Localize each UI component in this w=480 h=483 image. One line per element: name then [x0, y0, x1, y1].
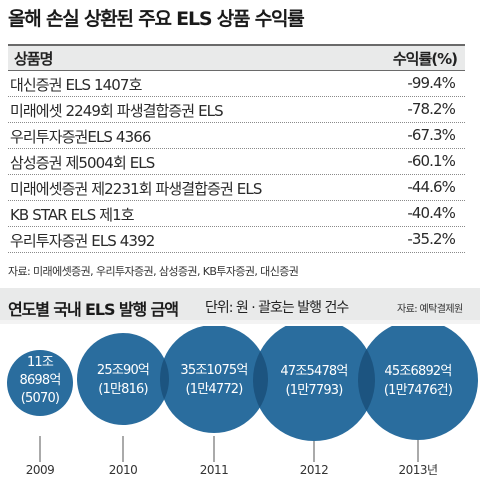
year-label: 2012: [300, 463, 329, 477]
product-name: 우리투자증권 ELS 4392: [10, 232, 155, 250]
product-return: -67.3%: [407, 126, 456, 144]
product-name: 미래에셋증권 제2231회 파생결합증권 ELS: [10, 180, 262, 198]
chart-source: 자료: 예탁결제원: [397, 304, 463, 315]
column-header-name: 상품명: [14, 50, 53, 68]
table-row: 삼성증권 제5004회 ELS -60.1%: [8, 149, 465, 175]
bubble-count-label: (1만816): [98, 382, 148, 397]
section-title: 연도별 국내 ELS 발행 금액: [8, 300, 179, 319]
product-name: 우리투자증권ELS 4366: [10, 128, 151, 146]
table-row: 우리투자증권 ELS 4392 -35.2%: [8, 227, 465, 253]
table-row: 미래에셋증권 제2231회 파생결합증권 ELS -44.6%: [8, 175, 465, 201]
product-return: -35.2%: [407, 230, 456, 248]
issuance-bubble-chart: 11조 8698억 (5070) 2009 25조90억 (1만816) 2010 35조10…: [7, 326, 478, 477]
bubble-2009: [7, 350, 73, 416]
els-return-table: 상품명 수익률(%) 대신증권 ELS 1407호 -99.4% 미래에셋 22…: [8, 44, 465, 253]
unit-note: 단위: 원 · 괄호는 발행 건수: [205, 300, 349, 316]
bubble-amount-label: 8698억: [19, 373, 60, 388]
year-label: 2010: [109, 463, 138, 477]
product-name: 삼성증권 제5004회 ELS: [10, 154, 155, 172]
product-name: 대신증권 ELS 1407호: [10, 76, 142, 94]
table-header: 상품명 수익률(%): [8, 44, 465, 71]
table-source: 자료: 미래에셋증권, 우리투자증권, 삼성증권, KB투자증권, 대신증권: [8, 265, 299, 278]
section-divider: [0, 320, 480, 324]
bubble-2011: [160, 326, 268, 433]
bubble-count-label: (5070): [21, 391, 59, 406]
section-header-band: [0, 288, 480, 320]
product-return: -99.4%: [407, 74, 456, 92]
bubble-2012: [253, 326, 375, 441]
bubble-count-label: (1만7476건): [384, 383, 452, 398]
bubble-count-label: (1만4772): [185, 382, 242, 397]
table-row: 미래에셋 2249회 파생결합증권 ELS -78.2%: [8, 97, 465, 123]
bubble-amount-label: 35조1075억: [180, 363, 247, 378]
bubble-amount-label: 11조: [27, 355, 54, 370]
year-label: 2013년: [398, 463, 437, 477]
page-title: 올해 손실 상환된 주요 ELS 상품 수익률: [8, 8, 305, 30]
product-return: -78.2%: [407, 100, 456, 118]
product-name: 미래에셋 2249회 파생결합증권 ELS: [10, 102, 224, 120]
product-return: -60.1%: [407, 152, 456, 170]
table-row: 대신증권 ELS 1407호 -99.4%: [8, 71, 465, 97]
bubble-2013년: [358, 326, 478, 440]
bubble-amount-label: 45조6892억: [384, 364, 451, 379]
column-header-rate: 수익률(%): [392, 50, 458, 68]
bubble-amount-label: 25조90억: [97, 363, 149, 378]
product-return: -40.4%: [407, 204, 456, 222]
year-label: 2009: [26, 463, 55, 477]
year-label: 2011: [200, 463, 229, 477]
bubble-2010: [77, 333, 169, 425]
table-row: KB STAR ELS 제1호 -40.4%: [8, 201, 465, 227]
product-return: -44.6%: [407, 178, 456, 196]
product-name: KB STAR ELS 제1호: [10, 206, 135, 224]
bubble-amount-label: 47조5478억: [280, 364, 347, 379]
table-row: 우리투자증권ELS 4366 -67.3%: [8, 123, 465, 149]
bubble-count-label: (1만7793): [285, 383, 342, 398]
